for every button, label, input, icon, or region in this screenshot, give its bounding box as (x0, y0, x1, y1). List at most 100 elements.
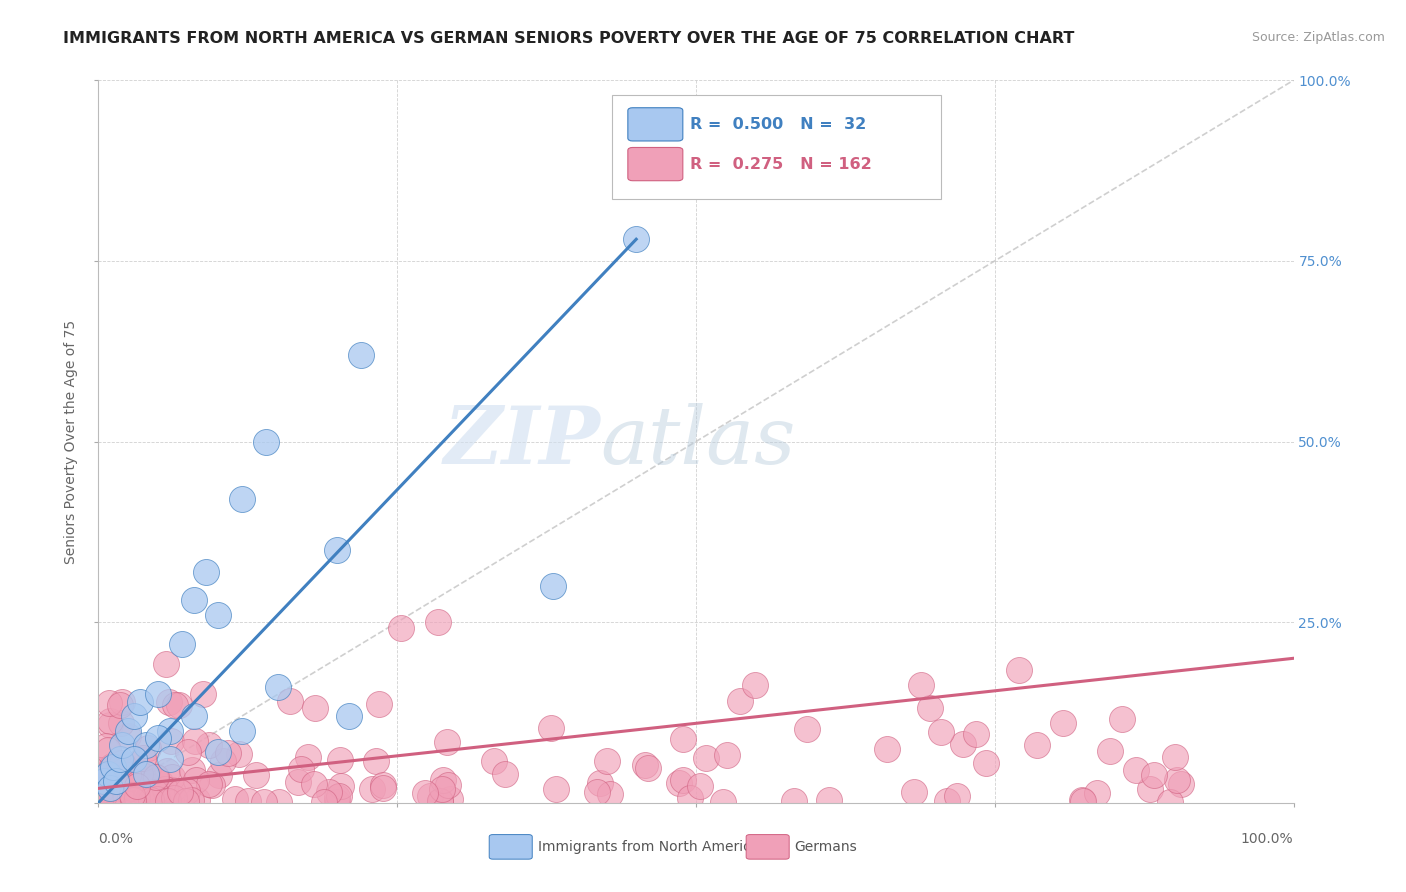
Point (437, 778, 460, 792)
Point (1111, 712, 1133, 726)
Point (482, 754, 505, 768)
Point (231, 723, 253, 738)
Point (588, 775, 610, 789)
Point (169, 785, 191, 799)
Point (122, 793, 145, 807)
Point (176, 783, 198, 797)
Point (184, 733, 207, 747)
Point (93, 789, 115, 803)
Point (228, 747, 250, 762)
Point (145, 770, 167, 784)
Point (910, 678, 932, 692)
Point (186, 793, 208, 807)
Point (117, 723, 139, 738)
Point (163, 790, 186, 805)
Point (124, 752, 146, 766)
Point (329, 779, 352, 793)
Point (599, 787, 621, 801)
Point (96, 782, 118, 797)
Text: R =  0.275   N = 162: R = 0.275 N = 162 (690, 157, 872, 171)
Point (146, 792, 169, 806)
Point (329, 753, 352, 767)
Point (668, 776, 690, 790)
Point (318, 785, 340, 799)
Point (974, 756, 997, 770)
Point (135, 767, 157, 781)
Point (149, 774, 172, 789)
Point (131, 776, 153, 790)
Point (97, 743, 120, 757)
Point (98, 718, 121, 732)
Point (711, 795, 734, 809)
Point (436, 735, 458, 749)
Point (91, 791, 114, 805)
Point (716, 747, 738, 762)
Point (122, 780, 145, 794)
Point (108, 752, 131, 766)
Point (302, 776, 325, 790)
Point (159, 723, 181, 738)
Point (108, 756, 131, 771)
Point (135, 738, 157, 752)
Point (350, 348, 373, 362)
Point (89, 793, 111, 807)
Point (180, 763, 202, 777)
Point (162, 782, 184, 797)
Point (389, 621, 412, 635)
Point (267, 795, 290, 809)
Point (595, 755, 617, 769)
Text: R =  0.500   N =  32: R = 0.500 N = 32 (690, 117, 866, 132)
Point (139, 780, 162, 794)
Point (1070, 793, 1092, 807)
Point (201, 778, 224, 792)
Point (93, 780, 115, 794)
Point (131, 768, 153, 782)
Point (876, 742, 898, 756)
Point (427, 615, 450, 630)
Point (108, 772, 131, 787)
Point (136, 741, 159, 756)
Point (1125, 764, 1147, 778)
Point (544, 782, 567, 797)
Point (918, 700, 941, 714)
FancyBboxPatch shape (613, 95, 941, 200)
Point (155, 657, 177, 671)
Point (183, 709, 205, 723)
Point (101, 789, 124, 803)
Point (97, 767, 120, 781)
Point (208, 768, 231, 782)
Point (439, 792, 461, 806)
Point (177, 745, 200, 759)
Point (155, 764, 177, 778)
Point (156, 794, 179, 808)
Point (297, 749, 319, 764)
Point (93, 774, 115, 789)
Point (172, 637, 194, 651)
FancyBboxPatch shape (489, 835, 533, 859)
Point (129, 695, 152, 709)
Point (312, 795, 335, 809)
Point (1166, 772, 1188, 787)
Point (117, 729, 139, 743)
Point (633, 757, 655, 772)
Point (224, 792, 246, 806)
Point (929, 724, 952, 739)
Point (744, 678, 766, 692)
FancyBboxPatch shape (628, 147, 683, 181)
Point (115, 782, 138, 797)
Text: IMMIGRANTS FROM NORTH AMERICA VS GERMAN SENIORS POVERTY OVER THE AGE OF 75 CORRE: IMMIGRANTS FROM NORTH AMERICA VS GERMAN … (63, 31, 1074, 46)
Point (231, 492, 253, 507)
Point (148, 687, 170, 701)
Point (141, 793, 163, 807)
Point (117, 767, 139, 781)
Text: 0.0%: 0.0% (98, 831, 134, 846)
Point (419, 789, 441, 803)
Point (159, 752, 181, 766)
Point (280, 693, 302, 707)
Point (191, 687, 214, 701)
Point (339, 709, 361, 723)
Point (111, 738, 134, 752)
Point (104, 769, 127, 783)
Point (364, 754, 387, 768)
Point (1159, 795, 1181, 809)
